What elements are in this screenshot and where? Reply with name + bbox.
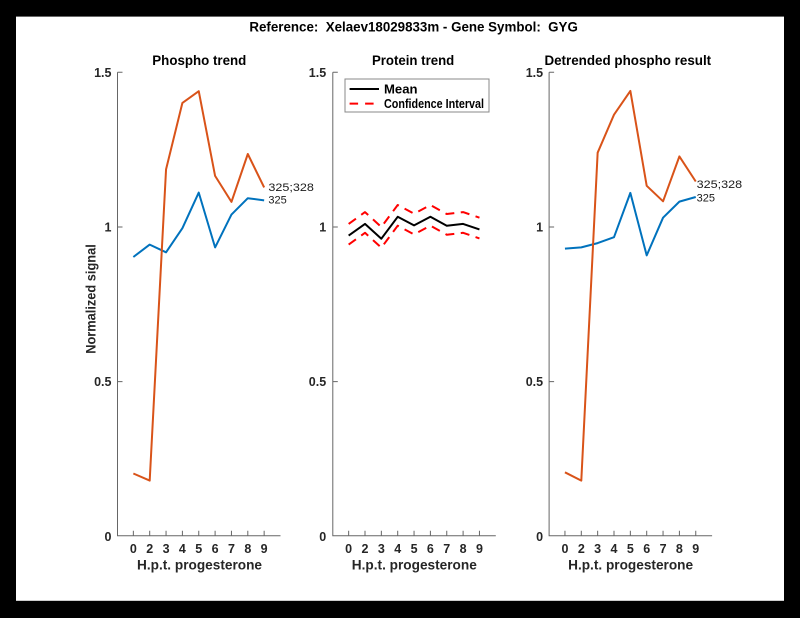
svg-text:5: 5 [195, 542, 202, 556]
svg-text:325;328: 325;328 [268, 182, 314, 194]
svg-text:4: 4 [394, 542, 401, 556]
svg-text:325;328: 325;328 [697, 179, 743, 191]
svg-text:Protein trend: Protein trend [372, 53, 454, 68]
svg-text:5: 5 [627, 542, 634, 556]
svg-text:2: 2 [146, 542, 153, 556]
svg-text:H.p.t. progesterone: H.p.t. progesterone [352, 557, 477, 572]
svg-text:0: 0 [561, 542, 568, 556]
svg-text:3: 3 [594, 542, 601, 556]
svg-text:325: 325 [697, 192, 715, 204]
svg-text:8: 8 [676, 542, 683, 556]
svg-text:2: 2 [362, 542, 369, 556]
svg-text:9: 9 [261, 542, 268, 556]
svg-text:0: 0 [319, 530, 326, 544]
svg-text:0.5: 0.5 [94, 375, 111, 389]
svg-text:3: 3 [163, 542, 170, 556]
svg-text:1: 1 [536, 221, 543, 235]
svg-text:3: 3 [378, 542, 385, 556]
svg-text:Phospho trend: Phospho trend [152, 53, 246, 68]
svg-text:325: 325 [268, 195, 286, 207]
svg-text:9: 9 [692, 542, 699, 556]
svg-text:H.p.t. progesterone: H.p.t. progesterone [568, 557, 693, 572]
svg-text:Reference: Xelaev18029833m -: Reference: Xelaev18029833m - Gene Symbol… [249, 19, 578, 34]
svg-text:1.5: 1.5 [526, 66, 543, 80]
svg-text:Detrended phospho result: Detrended phospho result [544, 53, 711, 68]
svg-text:7: 7 [660, 542, 667, 556]
svg-text:0: 0 [536, 530, 543, 544]
svg-text:0: 0 [345, 542, 352, 556]
svg-text:0: 0 [130, 542, 137, 556]
svg-text:8: 8 [244, 542, 251, 556]
svg-text:0.5: 0.5 [526, 375, 543, 389]
svg-text:5: 5 [411, 542, 418, 556]
svg-text:4: 4 [611, 542, 618, 556]
svg-text:2: 2 [578, 542, 585, 556]
svg-text:1.5: 1.5 [309, 66, 326, 80]
svg-text:7: 7 [228, 542, 235, 556]
svg-text:Mean: Mean [384, 82, 418, 96]
svg-text:1: 1 [105, 221, 112, 235]
svg-text:1.5: 1.5 [94, 66, 111, 80]
svg-text:Normalized signal: Normalized signal [84, 244, 99, 354]
svg-text:4: 4 [179, 542, 186, 556]
svg-text:6: 6 [643, 542, 650, 556]
svg-text:0: 0 [105, 530, 112, 544]
svg-text:6: 6 [427, 542, 434, 556]
svg-text:9: 9 [476, 542, 483, 556]
svg-text:Confidence Interval: Confidence Interval [384, 97, 484, 111]
svg-text:6: 6 [212, 542, 219, 556]
svg-text:H.p.t. progesterone: H.p.t. progesterone [137, 557, 262, 572]
svg-text:7: 7 [443, 542, 450, 556]
svg-text:1: 1 [319, 221, 326, 235]
svg-text:0.5: 0.5 [309, 375, 326, 389]
svg-text:8: 8 [460, 542, 467, 556]
